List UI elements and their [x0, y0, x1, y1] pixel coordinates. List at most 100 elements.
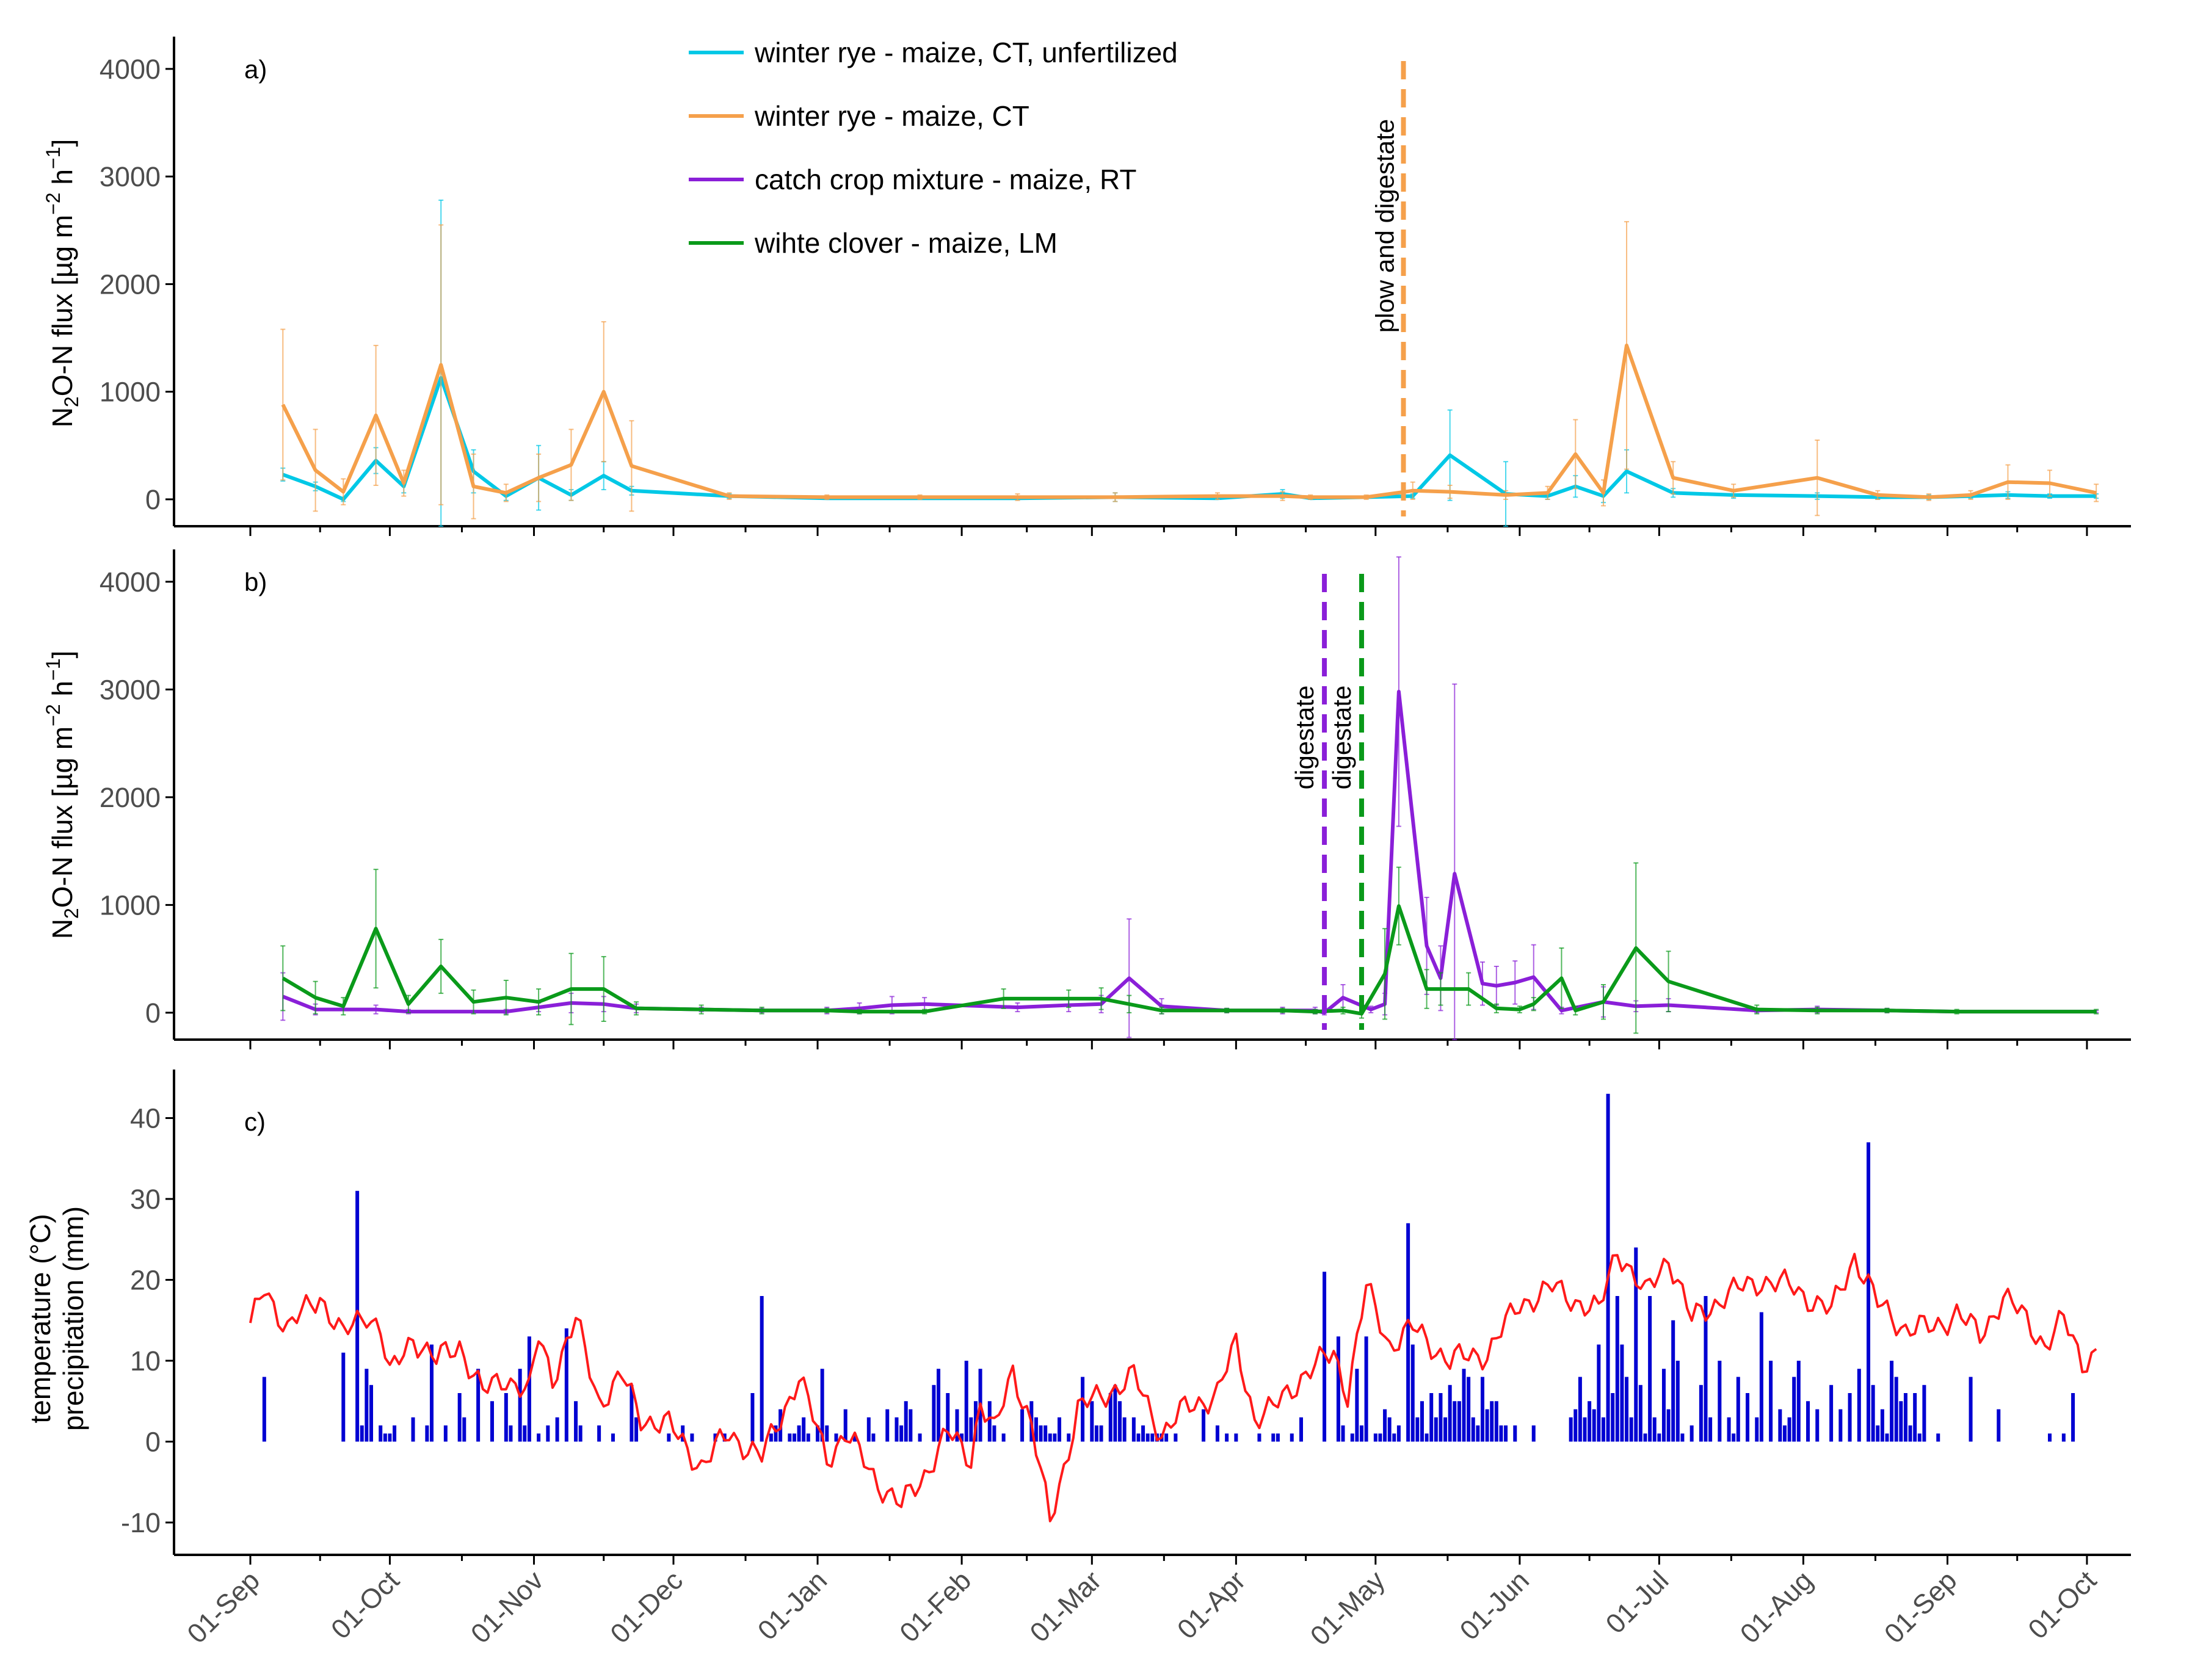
panel-a: 0 1000 2000 3000 4000 plow and digestate a) N… — [42, 37, 2131, 536]
x-tick-label: 01-Dec — [604, 1565, 689, 1649]
x-tick-label: 01-Apr — [1171, 1565, 1252, 1645]
precip-bar — [1234, 1433, 1238, 1442]
precip-bar — [1174, 1433, 1178, 1442]
precip-bar — [2061, 1433, 2066, 1442]
precip-bar — [1350, 1433, 1354, 1442]
precip-bar — [1838, 1409, 1843, 1442]
precip-bar — [1755, 1417, 1759, 1442]
y-tick-label: 0 — [145, 1427, 161, 1458]
y-tick-label: 1000 — [100, 377, 161, 408]
precip-bar — [1699, 1385, 1703, 1442]
precip-bar — [1485, 1409, 1489, 1442]
precip-bar — [1499, 1425, 1503, 1442]
precip-bar — [1792, 1377, 1796, 1442]
precip-bar — [1573, 1409, 1578, 1442]
precip-bar — [1606, 1093, 1610, 1442]
temperature-line — [249, 1253, 2097, 1522]
x-tick-label: 01-Jun — [1454, 1565, 1535, 1646]
y-tick-label: 2000 — [100, 269, 161, 300]
precip-bar — [1141, 1425, 1145, 1442]
precip-bar — [388, 1433, 392, 1442]
precip-bar — [866, 1417, 871, 1442]
precip-bar — [1378, 1433, 1382, 1442]
precip-bar — [797, 1425, 801, 1442]
y-tick-label: 2000 — [100, 782, 161, 813]
precip-bar — [992, 1425, 996, 1442]
y-tick-label: 0 — [145, 484, 161, 515]
precip-bar — [1145, 1433, 1150, 1442]
precip-bar — [1867, 1142, 1871, 1442]
precip-bar — [462, 1417, 466, 1442]
precip-bar — [1782, 1425, 1787, 1442]
precip-bar — [1434, 1417, 1438, 1442]
y-tick-label: 4000 — [100, 54, 161, 85]
precip-bar — [1885, 1433, 1889, 1442]
precip-bar — [630, 1385, 634, 1442]
precip-bar — [1215, 1425, 1219, 1442]
panel-a-label: a) — [244, 55, 267, 84]
panel-a-y-axis-label: N2O-N flux [µg m−2 h−1] — [42, 139, 82, 428]
precip-bar — [1341, 1425, 1345, 1442]
y-tick-label: 40 — [130, 1103, 161, 1134]
precip-bar — [1490, 1401, 1494, 1442]
precip-bar — [1894, 1377, 1898, 1442]
precip-bar — [969, 1417, 973, 1442]
precip-bar — [1392, 1433, 1396, 1442]
precip-bar — [964, 1361, 968, 1442]
precip-bar — [1271, 1433, 1276, 1442]
precip-bar — [1480, 1377, 1484, 1442]
precip-bar — [1164, 1433, 1169, 1442]
panel-b-plot-area: 0 1000 2000 3000 4000 digestate digestate — [100, 549, 2131, 1049]
precip-bar — [1136, 1433, 1141, 1442]
precip-bar — [1708, 1417, 1713, 1442]
precip-bar — [1652, 1417, 1657, 1442]
precip-bar — [1443, 1417, 1448, 1442]
x-tick-label: 01-Jul — [1600, 1565, 1675, 1640]
legend-label: wihte clover - maize, LM — [754, 227, 1058, 259]
panel-c-y-axis-label-precipitation: precipitation (mm) — [57, 1206, 89, 1431]
precip-bar — [1857, 1369, 1861, 1442]
precip-bar — [1769, 1361, 1773, 1442]
event-label: digestate — [1327, 686, 1356, 789]
precip-bar — [1615, 1296, 1619, 1442]
precip-bar — [1727, 1417, 1731, 1442]
precip-bar — [1657, 1433, 1661, 1442]
precip-bar — [1513, 1425, 1517, 1442]
precip-bar — [769, 1433, 773, 1442]
precip-bar — [899, 1425, 904, 1442]
precip-bar — [1099, 1425, 1103, 1442]
precip-bar — [1410, 1344, 1415, 1442]
precip-bar — [1969, 1377, 1973, 1442]
precip-bar — [806, 1433, 810, 1442]
precip-bar — [816, 1425, 820, 1442]
precip-bar — [1290, 1433, 1294, 1442]
precip-bar — [2048, 1433, 2052, 1442]
precip-bar — [1039, 1425, 1043, 1442]
precip-bar — [457, 1393, 462, 1442]
event-label: plow and digestate — [1371, 119, 1399, 333]
precip-bar — [690, 1433, 694, 1442]
precip-bar — [1420, 1401, 1424, 1442]
precip-bar — [1689, 1425, 1694, 1442]
precip-bar — [1094, 1425, 1098, 1442]
precip-bar — [1625, 1377, 1629, 1442]
y-tick-label: 3000 — [100, 674, 161, 705]
precip-bar — [667, 1433, 671, 1442]
precip-bar — [527, 1336, 531, 1442]
precip-bar — [634, 1417, 639, 1442]
precip-bar — [1718, 1361, 1722, 1442]
precip-bar — [1067, 1433, 1071, 1442]
precip-bar — [1890, 1361, 1894, 1442]
precip-bar — [1453, 1401, 1457, 1442]
precip-bar — [1108, 1393, 1112, 1442]
panel-c-label: c) — [244, 1107, 266, 1136]
precip-bar — [1048, 1433, 1052, 1442]
panel-b-y-axis-label: N2O-N flux [µg m−2 h−1] — [42, 651, 82, 940]
precip-bar — [1648, 1296, 1652, 1442]
series-line-ct — [281, 343, 2097, 499]
precip-bar — [341, 1352, 346, 1442]
precip-bar — [1406, 1223, 1410, 1442]
legend-label: winter rye - maize, CT — [754, 100, 1029, 132]
precip-bar — [574, 1401, 578, 1442]
precip-bar — [490, 1401, 494, 1442]
